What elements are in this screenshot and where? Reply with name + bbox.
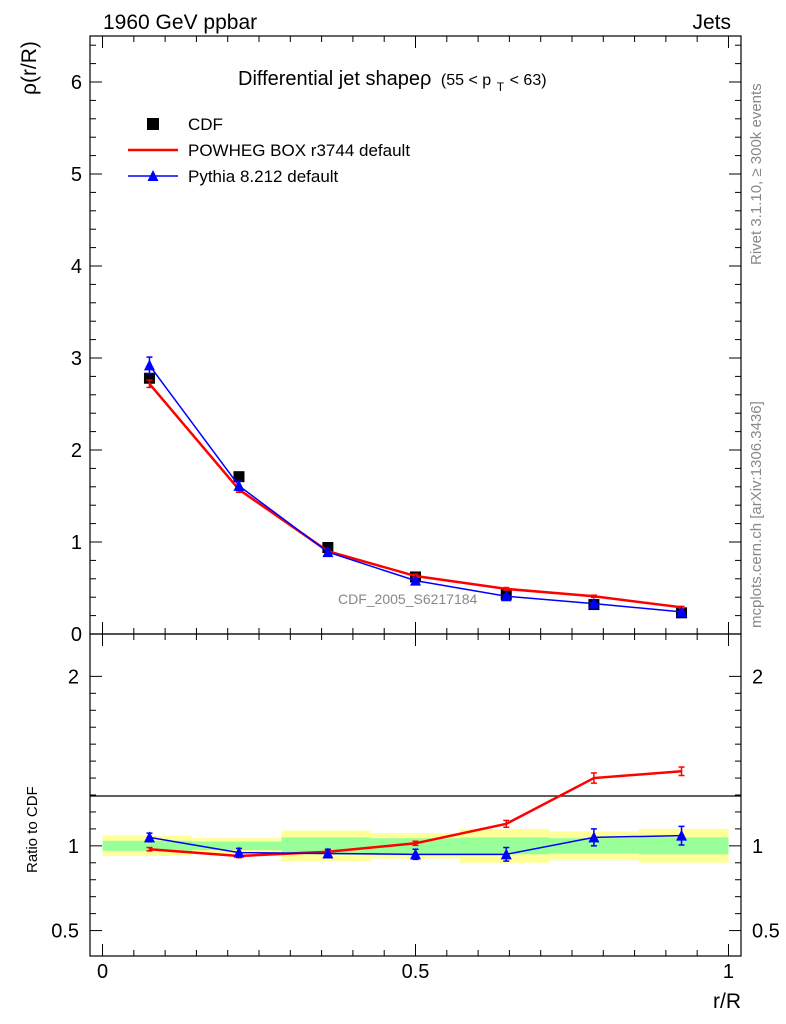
ratio-y-tick-label: 0.5 <box>51 921 79 943</box>
main-y-tick-label: 3 <box>71 348 82 370</box>
title-cut-end: < 63) <box>510 72 547 89</box>
chart-title: Differential jet shapeρ (55 < p T < 63) <box>238 68 547 96</box>
main-y-tick-label: 2 <box>71 440 82 462</box>
main-series-layer <box>143 356 688 619</box>
main-y-tick-label: 1 <box>71 532 82 554</box>
main-y-tick-label: 4 <box>71 256 82 278</box>
ratio-green-band <box>638 837 729 855</box>
legend-cdf-label: CDF <box>188 115 223 134</box>
main-y-tick-label: 0 <box>71 624 82 646</box>
ratio-pythia-8-212-default-point <box>588 831 600 843</box>
ratio-green-band <box>102 840 193 851</box>
main-pythia-8-212-default-point <box>410 574 421 586</box>
ratio-y-tick-label: 2 <box>68 666 79 688</box>
legend-pythia-label: Pythia 8.212 default <box>188 167 339 186</box>
main-pythia-8-212-default-point <box>676 605 688 617</box>
main-y-tick-label: 5 <box>71 164 82 186</box>
main-y-tick-label: 6 <box>71 72 82 94</box>
x-tick-label: 0.5 <box>402 961 430 983</box>
ratio-y-tick-label-right: 2 <box>752 666 763 688</box>
energy-label: 1960 GeV ppbar <box>103 11 257 34</box>
mcplots-label: mcplots.cern.ch [arXiv:1306.3436] <box>748 401 765 628</box>
title-cut: (55 < p <box>441 72 491 89</box>
main-y-axis-label: ρ(r/R) <box>18 41 41 95</box>
main-pythia-8-212-default-point <box>500 590 512 602</box>
ratio-green-band <box>192 841 282 851</box>
ratio-pythia-8-212-default-point <box>676 829 688 841</box>
main-pythia-8-212-default-point <box>588 597 600 609</box>
ratio-plot-frame <box>89 633 742 957</box>
main-cdf-point <box>233 471 245 483</box>
ratio-pythia-8-212-default-point <box>410 848 421 860</box>
ratio-axis-ticks: 0.5 0.5 1 1 2 2 0 0.5 1 <box>51 634 780 983</box>
legend: CDF POWHEG BOX r3744 default Pythia 8.21… <box>128 115 410 186</box>
main-pythia-8-212-default-point <box>233 479 245 491</box>
rivet-label: Rivet 3.1.10, ≥ 300k events <box>748 83 765 265</box>
ratio-y-tick-label-right: 0.5 <box>752 921 780 943</box>
legend-pythia-triangle-icon <box>147 170 159 181</box>
legend-cdf-square-icon <box>147 118 159 130</box>
legend-powheg-label: POWHEG BOX r3744 default <box>188 141 410 160</box>
x-tick-label: 0 <box>97 961 108 983</box>
main-pythia-8-212-default-point <box>143 359 155 371</box>
process-label: Jets <box>692 11 731 34</box>
ratio-pythia-8-212-default-point <box>500 848 512 860</box>
svg-text:Differential jet shapeρ: Differential jet shapeρ (55 < p T < 63) <box>238 68 547 96</box>
main-cdf-point <box>143 372 155 384</box>
ratio-pythia-8-212-default-point <box>322 847 334 859</box>
legend-item-pythia: Pythia 8.212 default <box>128 167 339 186</box>
ratio-pythia-8-212-default-point <box>233 846 245 858</box>
legend-item-cdf: CDF <box>147 115 223 134</box>
main-panel: 0 1 2 3 4 5 6 ρ(r/R) <box>18 35 742 646</box>
main-pythia-8-212-default-point <box>322 546 334 558</box>
ratio-series-layer <box>143 766 688 862</box>
x-axis-label: r/R <box>713 990 741 1013</box>
analysis-watermark: CDF_2005_S6217184 <box>338 591 478 607</box>
legend-item-powheg: POWHEG BOX r3744 default <box>128 141 410 160</box>
title-main: Differential jet shapeρ <box>238 68 431 90</box>
ratio-y-axis-label: Ratio to CDF <box>24 786 41 873</box>
ratio-pythia-8-212-default-point <box>143 831 155 843</box>
title-cut-subscript: T <box>497 80 505 94</box>
x-tick-label: 1 <box>723 961 734 983</box>
ratio-y-tick-label: 1 <box>68 836 79 858</box>
main-axis-ticks: 0 1 2 3 4 5 6 <box>71 36 741 646</box>
ratio-y-tick-label-right: 1 <box>752 836 763 858</box>
ratio-panel: 0.5 0.5 1 1 2 2 0 0.5 1 Ratio to CDF r/R <box>24 633 780 1013</box>
